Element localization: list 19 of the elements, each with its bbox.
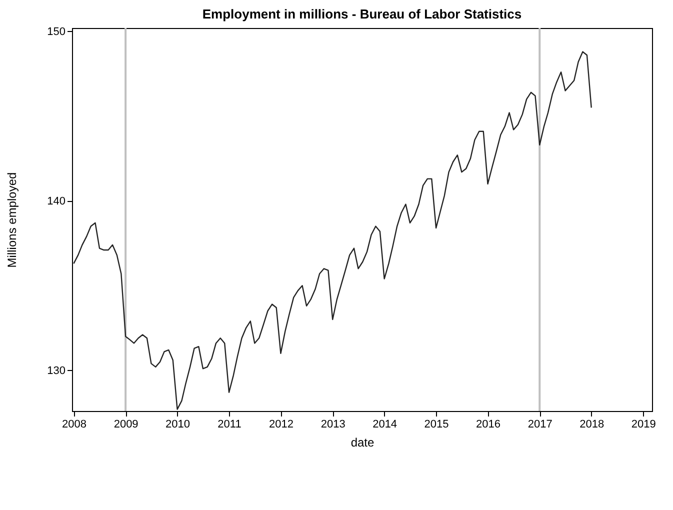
x-tick-label: 2013	[320, 418, 346, 430]
x-tick-label: 2009	[114, 418, 138, 430]
y-tick-label: 150	[47, 26, 66, 38]
y-tick-label: 130	[47, 364, 66, 377]
x-tick-label: 2012	[268, 418, 294, 430]
y-axis-title: Millions employed	[5, 172, 20, 268]
x-tick-label: 2018	[580, 418, 604, 430]
x-tick-label: 2019	[631, 418, 656, 430]
x-axis-title: date	[350, 436, 374, 450]
x-tick-label: 2010	[166, 418, 190, 430]
y-tick-label: 140	[47, 195, 66, 208]
line-series	[73, 51, 592, 410]
x-tick-label: 2014	[372, 418, 398, 430]
x-tick-label: 2008	[62, 418, 86, 430]
x-tick-label: 2017	[528, 418, 552, 430]
x-tick-label: 2011	[218, 418, 242, 430]
chart-title: Employment in millions - Bureau of Labor Statistics	[202, 6, 522, 22]
x-tick-label: 2015	[424, 418, 449, 430]
x-tick-label: 2016	[476, 418, 501, 430]
